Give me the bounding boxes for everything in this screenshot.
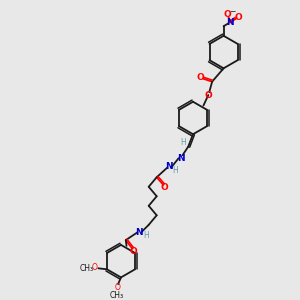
Text: N: N (177, 154, 184, 163)
Text: −: − (229, 8, 236, 16)
Text: O: O (160, 183, 168, 192)
Text: O: O (130, 247, 137, 256)
Text: H: H (172, 166, 178, 175)
Text: CH₃: CH₃ (80, 264, 94, 273)
Text: O: O (197, 73, 205, 82)
Text: N: N (226, 18, 234, 27)
Text: O: O (234, 13, 242, 22)
Text: H: H (181, 138, 186, 147)
Text: CH₃: CH₃ (110, 291, 124, 300)
Text: O: O (224, 10, 231, 19)
Text: O: O (204, 91, 212, 100)
Text: O: O (92, 263, 98, 272)
Text: N: N (165, 162, 173, 171)
Text: N: N (135, 228, 143, 237)
Text: O: O (114, 284, 120, 292)
Text: H: H (143, 231, 149, 240)
